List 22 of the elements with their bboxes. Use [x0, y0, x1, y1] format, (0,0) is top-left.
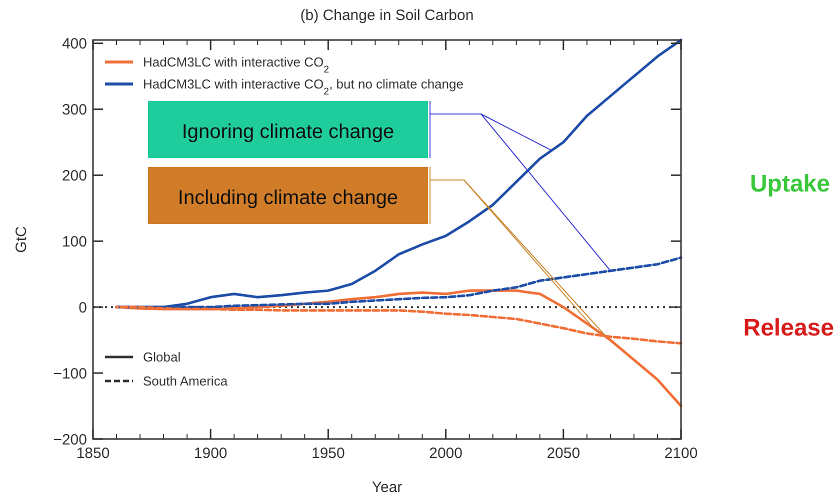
y-tick-label: 400	[62, 36, 87, 53]
annotation: Global	[143, 350, 181, 365]
y-tick-label: 300	[62, 102, 87, 118]
y-tick-label: 100	[62, 233, 87, 250]
y-axis-title: GtC	[13, 226, 30, 253]
y-tick-label: 0	[78, 299, 87, 316]
x-tick-label: 2050	[546, 445, 580, 462]
annotation: Including climate change	[178, 187, 398, 209]
x-tick-label: 2100	[664, 445, 698, 462]
text: Release	[743, 314, 834, 342]
legend-label: HadCM3LC with interactive CO$_{2}$, but no climate change	[143, 76, 464, 98]
legend-label: HadCM3LC with interactive CO$_{2}$	[143, 54, 330, 76]
annotation: Ignoring climate change	[182, 121, 394, 143]
y-tick-label: −100	[53, 365, 87, 382]
x-tick-label: 1900	[194, 445, 228, 462]
x-tick-label: 1950	[312, 445, 345, 462]
annotation: South America	[143, 374, 228, 389]
x-tick-label: 2000	[429, 445, 462, 462]
y-tick-label: 200	[62, 167, 87, 184]
x-axis-title: Year	[372, 479, 402, 496]
text: Uptake	[750, 170, 830, 198]
chart-title: (b) Change in Soil Carbon	[300, 7, 474, 24]
